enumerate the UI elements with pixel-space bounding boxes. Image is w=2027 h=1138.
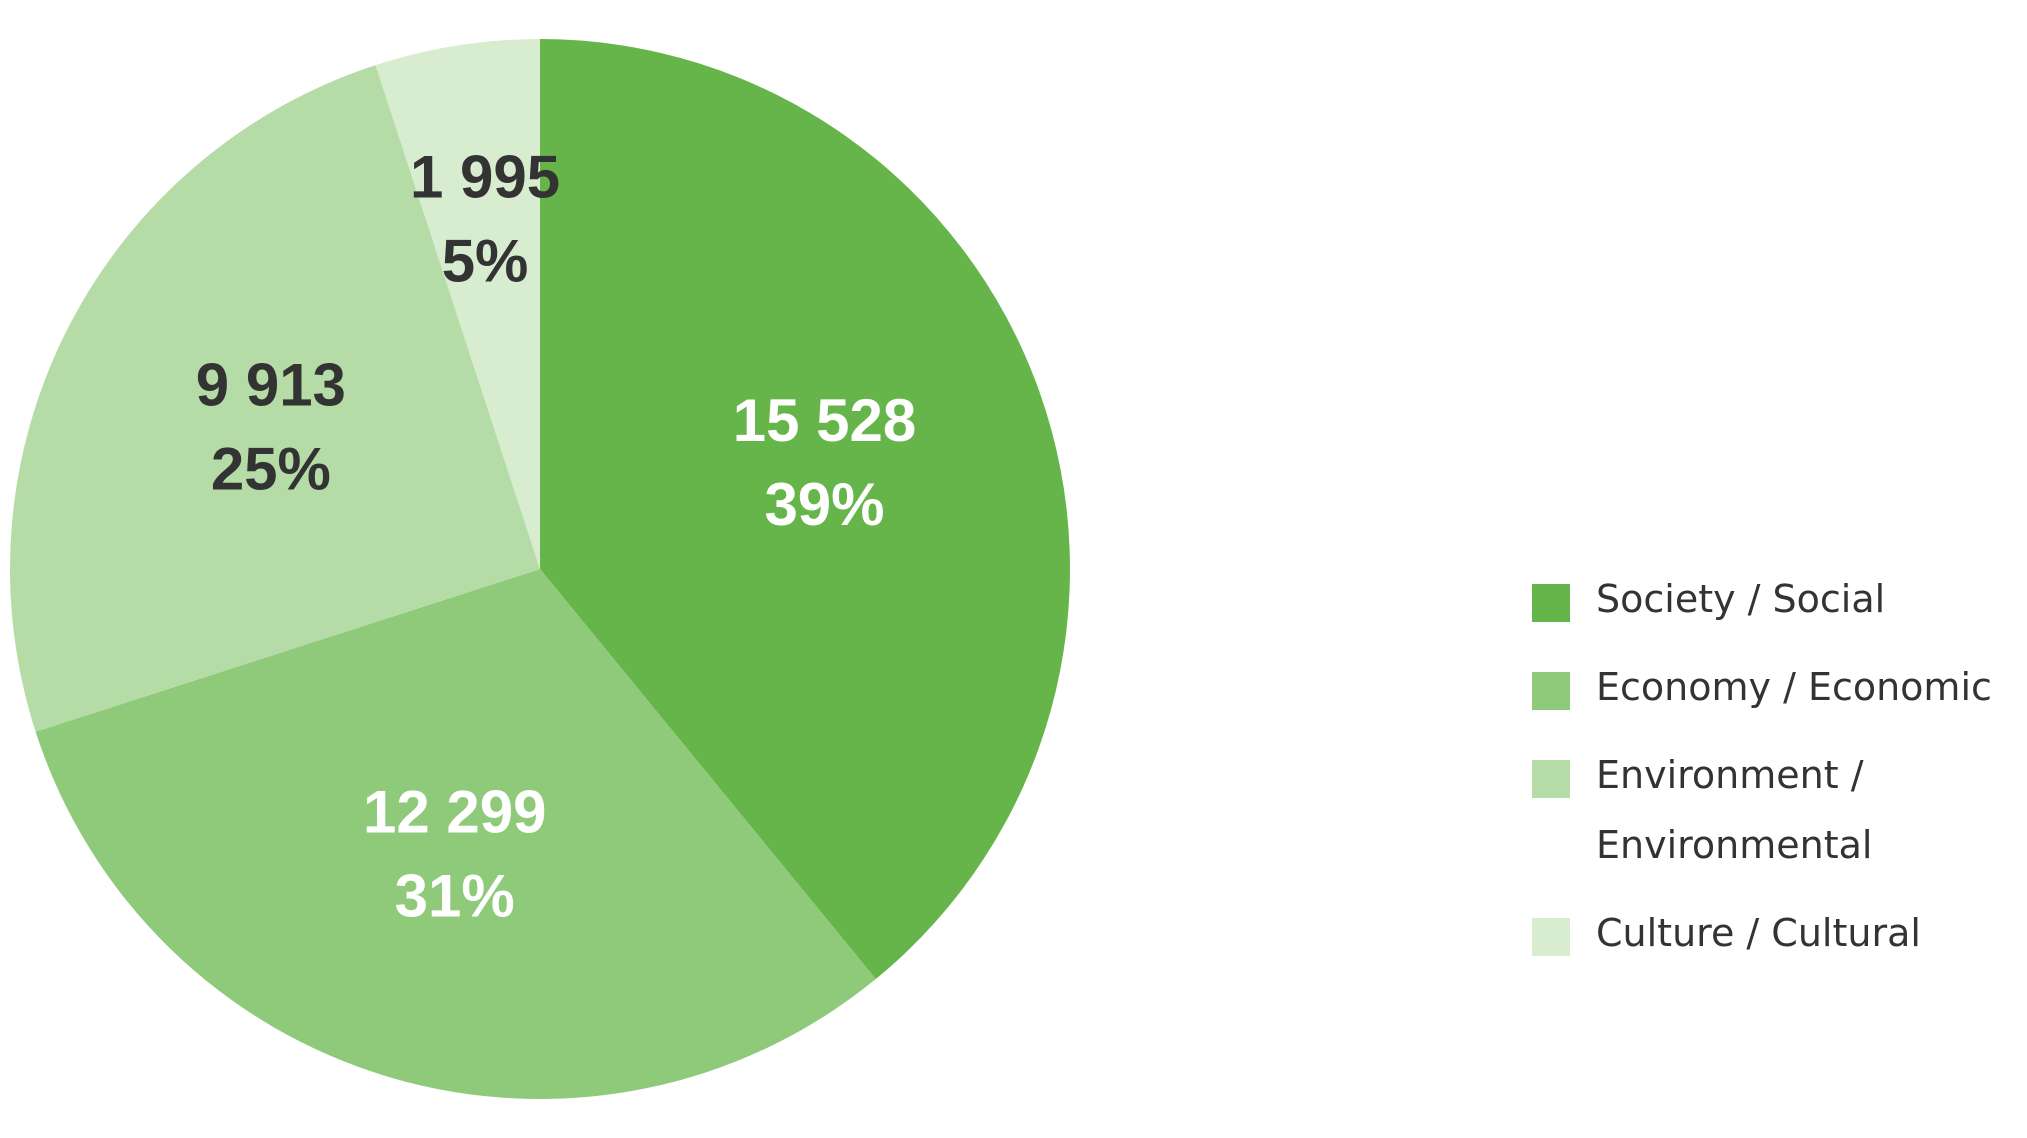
value-label: 1 995 <box>410 143 560 210</box>
percent-label: 25% <box>211 436 331 503</box>
legend-item: Environment / Environmental <box>1532 753 2016 880</box>
pie-slice <box>375 39 540 569</box>
legend-item: Culture / Cultural <box>1532 911 2016 968</box>
legend-item: Society / Social <box>1532 577 2016 634</box>
legend: Society / Social Economy / Economic Enviro… <box>1532 577 2016 1002</box>
percent-label: 5% <box>442 227 529 294</box>
pie-slice <box>540 39 1070 980</box>
percent-label: 39% <box>764 471 884 538</box>
legend-swatch <box>1532 918 1570 956</box>
legend-label: Environment / Environmental <box>1596 753 1873 867</box>
percent-label: 31% <box>395 863 515 930</box>
chart: 15 528 39% 12 299 31% 9 913 25% 1 995 5% <box>9 39 1070 1100</box>
value-label: 15 528 <box>733 387 917 454</box>
legend-label: Society / Social <box>1596 577 1886 621</box>
legend-swatch <box>1532 760 1570 798</box>
legend-swatch <box>1532 584 1570 622</box>
value-label: 9 913 <box>196 352 346 419</box>
pie-slice <box>35 569 876 1100</box>
value-label: 12 299 <box>363 779 547 846</box>
pie-slice <box>9 65 540 732</box>
legend-label: Culture / Cultural <box>1596 911 1921 955</box>
legend-swatch <box>1532 672 1570 710</box>
legend-item: Economy / Economic <box>1532 665 2016 722</box>
legend-label: Economy / Economic <box>1596 665 1992 709</box>
